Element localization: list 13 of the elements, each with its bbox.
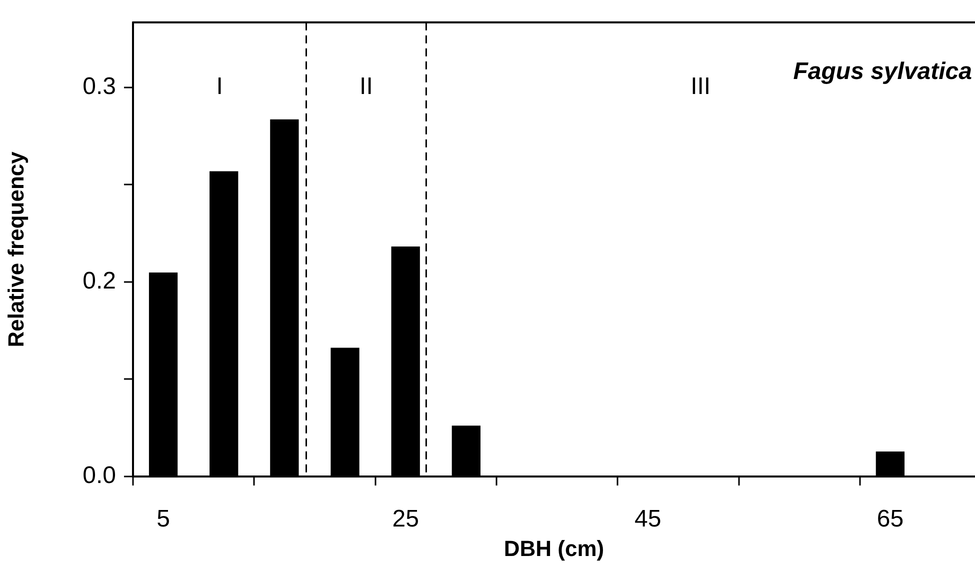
x-tick-label: 65 bbox=[876, 506, 904, 533]
x-tick-label: 45 bbox=[634, 506, 662, 533]
x-tick-label: 5 bbox=[156, 506, 170, 533]
text: Fagus sylvatica bbox=[793, 58, 972, 86]
y-tick-label: 0.2 bbox=[82, 268, 116, 295]
annotation: III bbox=[690, 73, 711, 100]
annotation: II bbox=[360, 73, 373, 100]
annotation: I bbox=[216, 73, 223, 100]
x-tick-label: 25 bbox=[392, 506, 419, 533]
y-tick-label: 0.0 bbox=[82, 462, 116, 490]
x-axis-title: DBH (cm) bbox=[504, 536, 604, 561]
y-axis-title: Relative frequency bbox=[3, 150, 28, 348]
y-tick-label: 0.3 bbox=[82, 72, 116, 100]
